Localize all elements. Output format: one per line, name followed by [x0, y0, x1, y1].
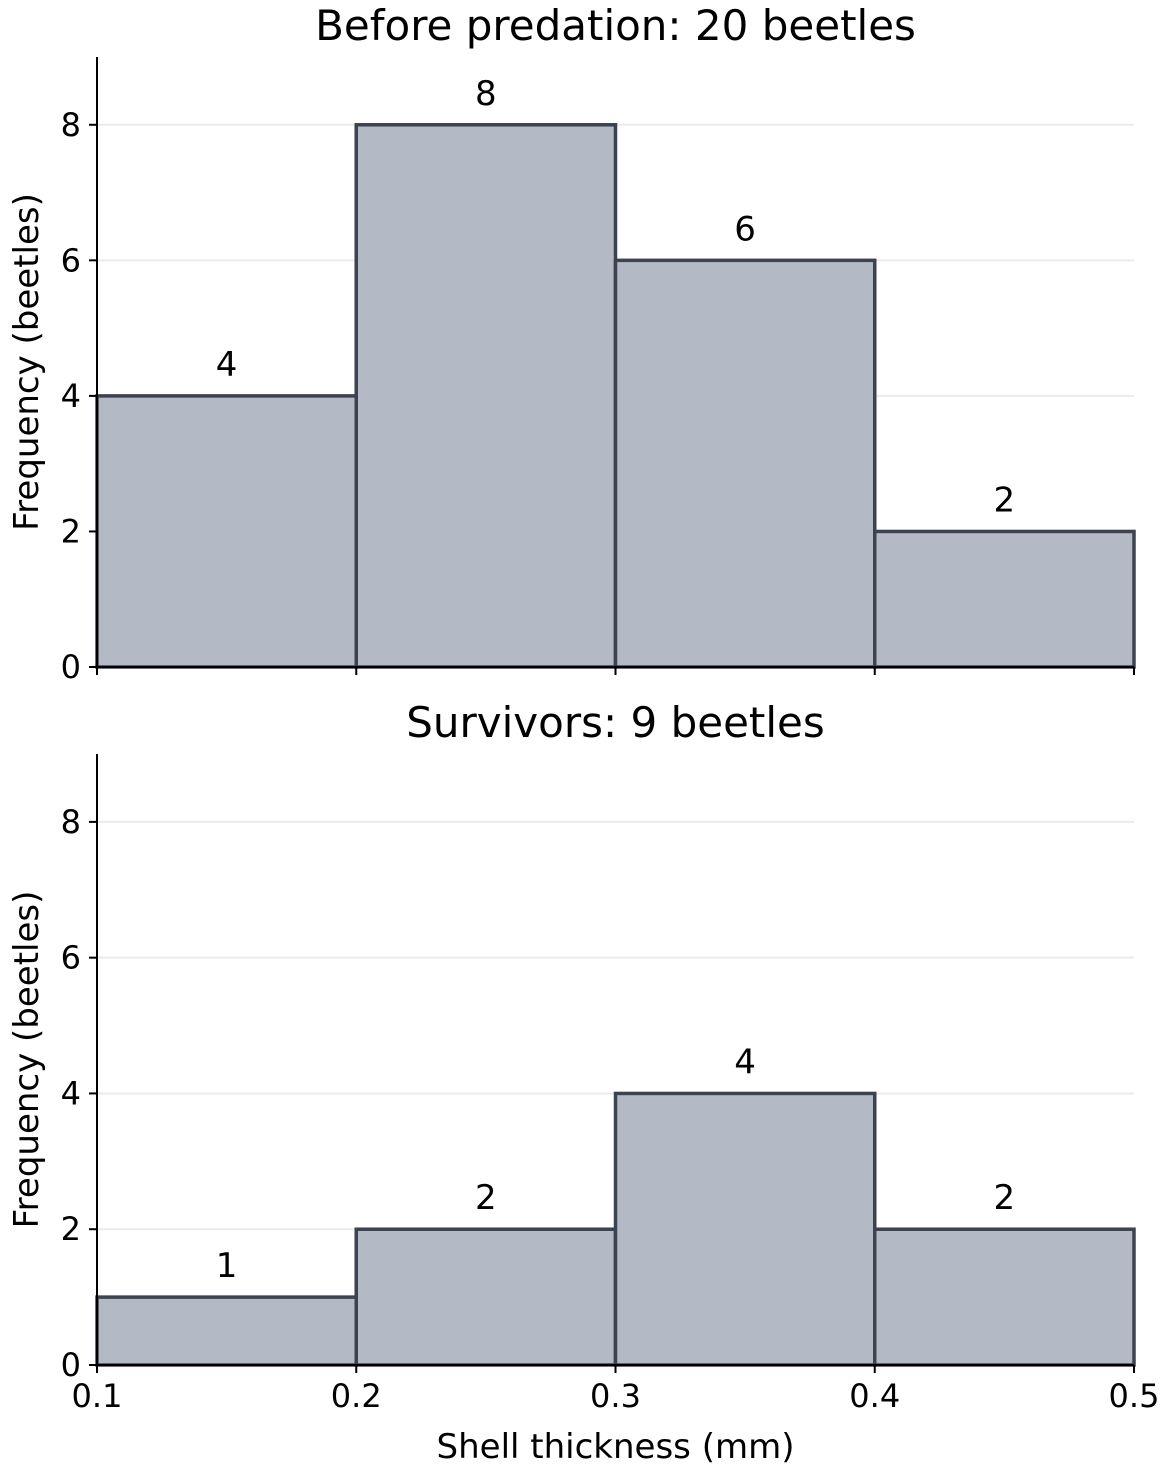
y-tick-label: 4 [61, 377, 81, 415]
y-tick-label: 6 [61, 939, 81, 977]
bar-value-label: 2 [994, 480, 1016, 520]
y-tick-label: 0 [61, 648, 81, 686]
histogram-bar [95, 1295, 358, 1367]
histogram-bar [613, 258, 877, 669]
bar-value-label: 6 [734, 209, 756, 249]
x-tick-label: 0.2 [331, 1377, 382, 1415]
histogram-panel-1: Before predation: 20 beetles 4 8 6 2 0 2 4 6 8 Fre… [7, 1, 1136, 686]
histogram-bar [354, 1227, 618, 1367]
y-tick-label: 2 [61, 1210, 81, 1248]
bar-value-label: 4 [734, 1042, 756, 1082]
y-axis-label: Frequency (beetles) [7, 193, 47, 531]
histogram-panel-2: Survivors: 9 beetles 1 2 4 2 0 2 4 6 8 0.1 0.2 0.3 0.… [7, 698, 1159, 1467]
chart-title: Before predation: 20 beetles [315, 1, 916, 50]
bar-value-label: 2 [994, 1178, 1016, 1218]
x-tick-label: 0.4 [849, 1377, 900, 1415]
y-tick-label: 6 [61, 241, 81, 279]
y-tick-label: 0 [61, 1346, 81, 1384]
bar-value-label: 4 [216, 345, 238, 385]
histogram-bar [613, 1091, 877, 1367]
y-tick-label: 2 [61, 512, 81, 550]
histogram-bar [873, 529, 1136, 669]
y-tick-label: 8 [61, 106, 81, 144]
bar-value-label: 1 [216, 1246, 238, 1286]
bar-value-label: 8 [475, 74, 497, 114]
histogram-bar [873, 1227, 1136, 1367]
histogram-bar [95, 394, 358, 669]
bar-value-label: 2 [475, 1178, 497, 1218]
y-tick-label: 4 [61, 1074, 81, 1112]
histogram-bar [354, 123, 618, 669]
x-tick-label: 0.3 [590, 1377, 641, 1415]
x-axis-label: Shell thickness (mm) [437, 1427, 795, 1467]
y-tick-label: 8 [61, 803, 81, 841]
x-tick-label: 0.5 [1109, 1377, 1160, 1415]
x-tick-label: 0.1 [72, 1377, 123, 1415]
y-axis-label: Frequency (beetles) [7, 891, 47, 1229]
chart-title: Survivors: 9 beetles [406, 698, 825, 747]
